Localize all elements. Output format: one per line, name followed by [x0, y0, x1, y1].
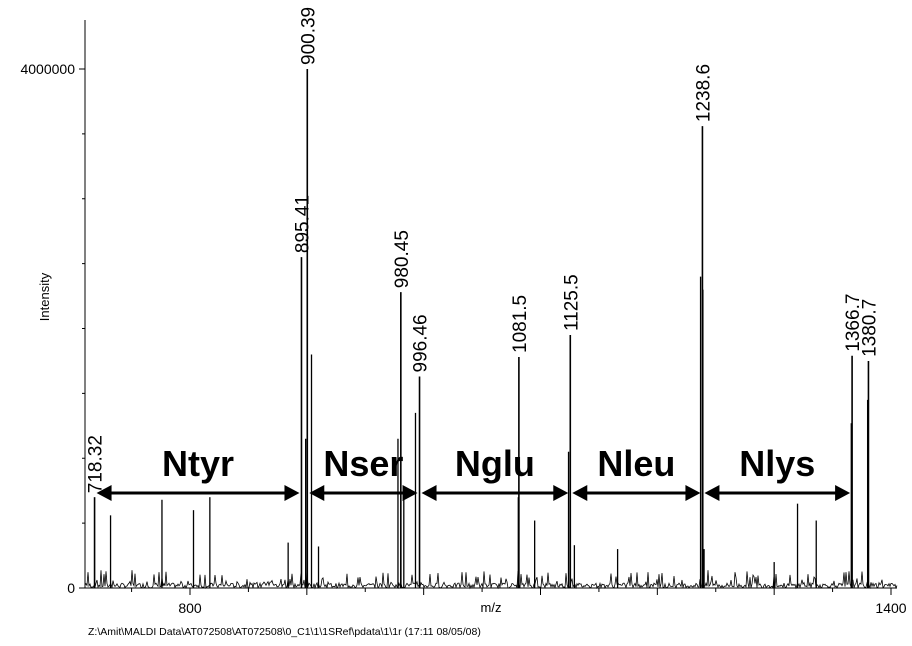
region-arrow-right-head — [553, 485, 569, 501]
x-tick-label-800: 800 — [178, 600, 202, 616]
peak-label-1125.5: 1125.5 — [561, 274, 582, 331]
peak-label-895.41: 895.41 — [293, 195, 314, 253]
peak-label-900.39: 900.39 — [298, 7, 319, 65]
chart-axes: 0 4000000 800 1400 — [20, 20, 907, 616]
peak-label-1380.7: 1380.7 — [860, 299, 881, 357]
x-tick-label-1400: 1400 — [875, 600, 906, 616]
region-arrow-left-head — [96, 485, 112, 501]
peak-label-1366.7: 1366.7 — [843, 294, 864, 352]
spectrum-peaks — [93, 69, 870, 588]
region-Nglu: Nglu — [421, 443, 569, 501]
baseline-noise — [84, 570, 898, 590]
region-arrow-left-head — [421, 485, 437, 501]
region-label-Nlys: Nlys — [739, 443, 815, 484]
y-axis-label: Intensity — [37, 272, 52, 321]
region-arrow-right-head — [284, 485, 300, 501]
y-tick-label-0: 0 — [67, 580, 75, 596]
region-arrow-right-head — [835, 485, 851, 501]
region-label-Nser: Nser — [323, 443, 403, 484]
region-arrow-right-head — [402, 485, 418, 501]
region-Nleu: Nleu — [572, 443, 701, 501]
region-Ntyr: Ntyr — [96, 443, 300, 501]
file-path-footer: Z:\Amit\MALDI Data\AT072508\AT072508\0_C… — [88, 626, 481, 638]
region-annotations: Ntyr Nser Nglu Nleu Nlys — [96, 443, 851, 501]
y-tick-label-4000000: 4000000 — [20, 61, 75, 77]
peak-label-1081.5: 1081.5 — [510, 295, 531, 353]
region-arrow-left-head — [309, 485, 325, 501]
region-arrow-left-head — [572, 485, 588, 501]
region-label-Ntyr: Ntyr — [162, 443, 234, 484]
region-Nlys: Nlys — [704, 443, 851, 501]
peak-labels: 718.32 895.41 900.39 980.45 996.46 1081.5 1125… — [86, 7, 881, 493]
peak-label-996.46: 996.46 — [411, 314, 432, 372]
spectrum-baseline — [84, 570, 898, 590]
x-axis-label: m/z — [481, 600, 502, 615]
region-label-Nleu: Nleu — [597, 443, 675, 484]
peak-label-980.45: 980.45 — [392, 230, 413, 288]
peak-label-1238.6: 1238.6 — [693, 64, 714, 122]
peak-label-718.32: 718.32 — [86, 435, 107, 493]
region-arrow-left-head — [704, 485, 720, 501]
region-Nser: Nser — [309, 443, 418, 501]
region-arrow-right-head — [685, 485, 701, 501]
region-label-Nglu: Nglu — [455, 443, 535, 484]
